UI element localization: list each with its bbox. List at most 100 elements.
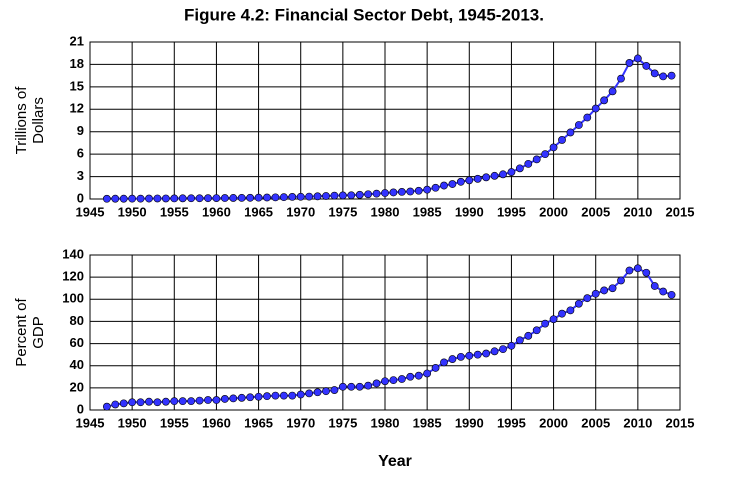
y-tick-label: 120 [62,269,84,284]
data-point [541,150,550,159]
data-point [372,189,381,198]
y-tick-label: 6 [77,146,84,161]
data-point [271,391,280,400]
x-tick-label: 1950 [118,204,147,219]
x-tick-label: 1975 [328,204,357,219]
data-point [263,193,271,202]
data-point [279,193,288,202]
x-tick-label: 1955 [160,415,189,430]
data-point [212,194,221,203]
data-point [355,190,364,199]
data-point [524,331,533,340]
data-point [558,136,566,144]
y-tick-label: 12 [70,101,84,116]
data-point [591,104,600,113]
y-tick-label: 3 [77,168,84,183]
x-tick-label: 1975 [328,415,357,430]
data-point [659,72,668,81]
data-point [625,266,634,275]
data-point [515,336,524,345]
data-point [617,276,625,285]
x-tick-label: 1955 [160,204,189,219]
data-point [574,121,583,129]
data-point [423,185,432,194]
data-point [440,181,448,190]
data-point [237,393,246,402]
data-point [431,364,440,372]
data-point [195,396,204,405]
y-axis-label: GDP [30,316,47,349]
data-point [204,396,212,404]
data-point [507,341,516,350]
data-point [650,69,659,78]
data-point [456,177,465,186]
y-tick-label: 80 [70,313,84,328]
data-point [633,264,642,273]
y-axis-label: Trillions of [13,86,30,155]
x-tick-label: 2015 [666,204,695,219]
data-point [465,176,474,185]
y-tick-label: 140 [62,246,84,261]
data-point [574,299,583,308]
data-point [153,398,162,407]
x-tick-label: 1995 [497,415,526,430]
y-tick-label: 100 [62,291,84,306]
data-point [128,398,137,407]
data-point [161,397,170,406]
data-point [178,397,187,406]
x-tick-label: 1990 [455,204,484,219]
data-point [288,193,297,201]
y-tick-label: 9 [77,123,84,138]
data-point [195,194,204,203]
x-tick-label: 2000 [539,415,568,430]
x-tick-label: 1950 [118,415,147,430]
data-point [305,389,314,398]
x-tick-label: 1985 [413,415,442,430]
data-point [642,62,651,70]
data-point [440,358,448,367]
data-point [220,194,229,202]
data-point [254,193,263,202]
data-point [406,187,415,196]
data-point [246,393,255,402]
data-point [414,186,423,195]
x-tick-label: 2010 [623,204,652,219]
data-point [119,194,128,203]
data-point [448,355,457,363]
data-point [499,345,507,354]
data-point [313,192,322,201]
data-point [111,194,120,203]
data-point [558,309,566,318]
y-tick-label: 40 [70,357,84,372]
x-tick-label: 1965 [244,415,273,430]
data-point [102,402,111,411]
data-point [566,306,575,315]
data-point [642,268,651,277]
data-point [490,347,499,356]
data-point [271,193,280,202]
data-point [288,391,297,400]
y-tick-label: 18 [70,56,84,71]
data-point [178,194,187,203]
data-point [608,87,617,96]
data-point [220,395,229,403]
data-point [389,376,398,385]
x-tick-label: 1985 [413,204,442,219]
y-axis-label: Dollars [30,97,47,144]
data-point [187,194,196,203]
data-point [633,54,642,63]
data-point [515,164,524,173]
data-point [338,382,347,391]
data-point [617,74,625,83]
data-point [364,381,373,390]
data-point [246,193,255,202]
y-tick-label: 60 [70,335,84,350]
data-point [423,369,432,378]
data-point [347,191,356,200]
x-tick-label: 1980 [371,415,400,430]
data-point [499,170,507,179]
data-point [566,128,575,137]
data-point [490,171,499,180]
chart-title: Figure 4.2: Financial Sector Debt, 1945-… [184,5,544,24]
